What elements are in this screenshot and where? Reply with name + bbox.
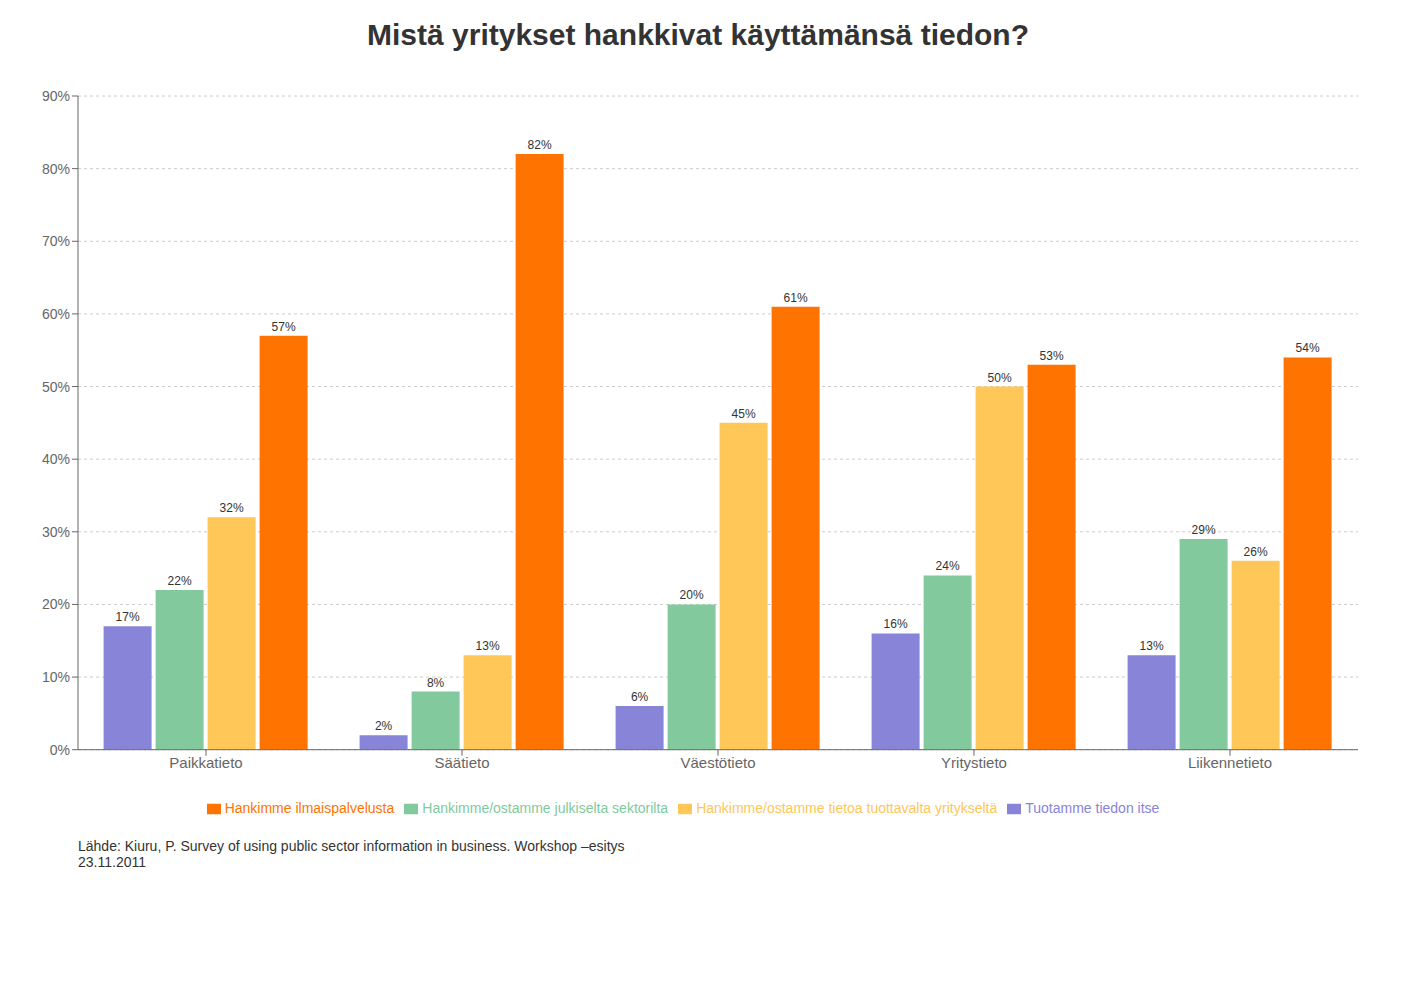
- svg-text:Paikkatieto: Paikkatieto: [169, 754, 242, 771]
- svg-text:90%: 90%: [42, 88, 70, 104]
- svg-text:20%: 20%: [680, 588, 704, 602]
- html-text:Mistä yritykset hankkivat käyt: Mistä yritykset hankkivat käyttämänsä ti…: [367, 18, 1029, 51]
- svg-text:10%: 10%: [42, 669, 70, 685]
- svg-text:30%: 30%: [42, 524, 70, 540]
- svg-text:24%: 24%: [936, 559, 960, 573]
- svg-text:82%: 82%: [528, 138, 552, 152]
- svg-text:57%: 57%: [272, 320, 296, 334]
- svg-text:Liikennetieto: Liikennetieto: [1188, 754, 1272, 771]
- svg-text:Yritystieto: Yritystieto: [941, 754, 1007, 771]
- svg-text:Säätieto: Säätieto: [434, 754, 489, 771]
- svg-text:53%: 53%: [1040, 349, 1064, 363]
- html-text:Hankimme ilmaispalvelusta: Hankimme ilmaispalvelusta: [224, 799, 395, 816]
- svg-text:29%: 29%: [1192, 523, 1216, 537]
- svg-text:70%: 70%: [42, 233, 70, 249]
- svg-text:0%: 0%: [50, 742, 70, 758]
- svg-text:16%: 16%: [884, 617, 908, 631]
- svg-text:80%: 80%: [42, 161, 70, 177]
- svg-text:60%: 60%: [42, 306, 70, 322]
- svg-text:26%: 26%: [1244, 545, 1268, 559]
- svg-text:Väestötieto: Väestötieto: [680, 754, 755, 771]
- html-text:Hankimme/ostamme tietoa tuotta: Hankimme/ostamme tietoa tuottavalta yrit…: [696, 799, 998, 816]
- html-text:Tuotamme tiedon itse: Tuotamme tiedon itse: [1025, 799, 1160, 816]
- svg-text:13%: 13%: [1140, 639, 1164, 653]
- svg-text:40%: 40%: [42, 451, 70, 467]
- svg-text:45%: 45%: [732, 407, 756, 421]
- svg-text:17%: 17%: [116, 610, 140, 624]
- svg-text:8%: 8%: [427, 676, 445, 690]
- svg-text:54%: 54%: [1296, 341, 1320, 355]
- svg-text:50%: 50%: [42, 379, 70, 395]
- svg-text:6%: 6%: [631, 690, 649, 704]
- svg-text:13%: 13%: [476, 639, 500, 653]
- html-text:Hankimme/ostamme julkiselta se: Hankimme/ostamme julkiselta sektorilta: [422, 799, 669, 816]
- svg-text:22%: 22%: [168, 574, 192, 588]
- svg-text:32%: 32%: [220, 501, 244, 515]
- html-text:Lähde: Kiuru, P. Survey of usi: Lähde: Kiuru, P. Survey of using public …: [78, 838, 625, 870]
- svg-text:50%: 50%: [988, 371, 1012, 385]
- svg-text:2%: 2%: [375, 719, 393, 733]
- svg-text:61%: 61%: [784, 291, 808, 305]
- svg-text:20%: 20%: [42, 596, 70, 612]
